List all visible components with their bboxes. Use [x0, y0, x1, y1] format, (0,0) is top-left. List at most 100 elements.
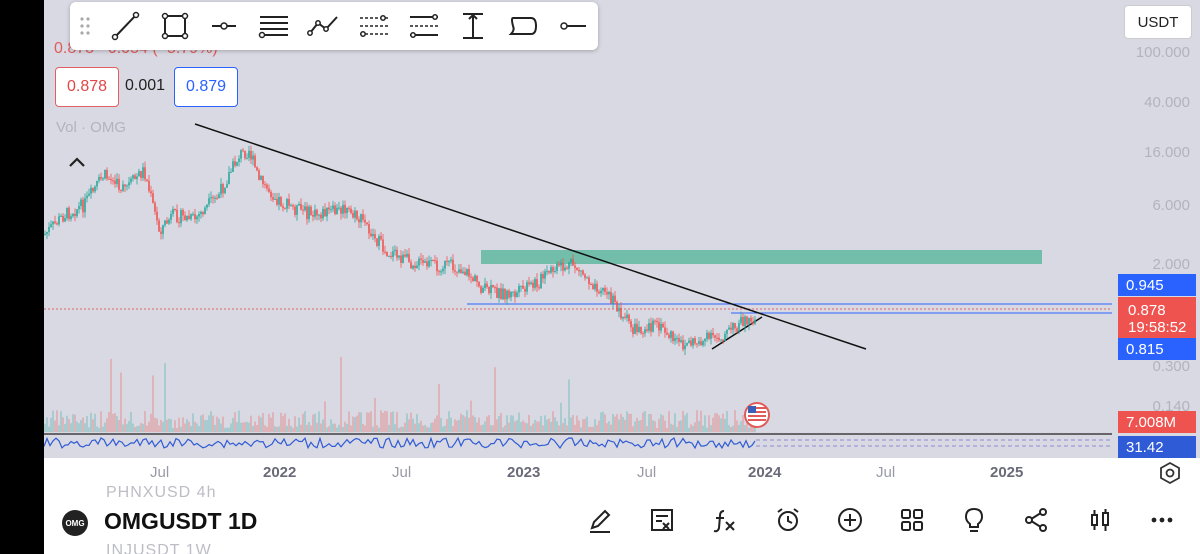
candle-body — [670, 331, 672, 338]
ghost-symbol-next[interactable]: INJUSDT 1W — [106, 542, 212, 554]
price-range-icon[interactable] — [449, 2, 499, 50]
volume-bar — [634, 421, 636, 432]
trend-line-icon[interactable] — [100, 2, 150, 50]
volume-bar — [154, 417, 156, 432]
volume-bar — [328, 426, 330, 432]
volume-bar — [694, 422, 696, 432]
pencil-icon[interactable] — [584, 504, 616, 536]
candle-body — [396, 249, 398, 258]
chart-settings-icon[interactable] — [1158, 461, 1182, 485]
volume-bar — [406, 413, 408, 432]
candle-body — [392, 251, 394, 258]
currency-select[interactable]: USDT — [1124, 5, 1192, 39]
volume-bar — [418, 423, 420, 432]
parallel-channel-icon[interactable] — [399, 2, 449, 50]
drawing-toolbar — [70, 2, 598, 50]
pitchfork-icon[interactable] — [349, 2, 399, 50]
volume-bar — [510, 415, 512, 432]
candles-icon[interactable] — [1084, 504, 1116, 536]
candle-body — [264, 184, 266, 186]
volume-bar — [414, 423, 416, 432]
candle-body — [372, 234, 374, 237]
candle-body — [362, 214, 364, 220]
volume-bar — [392, 411, 394, 432]
lightbulb-icon[interactable] — [958, 504, 990, 536]
ask-price-box[interactable]: 0.879 — [174, 67, 238, 107]
resistance-zone[interactable] — [481, 250, 1042, 264]
add-circle-icon[interactable] — [834, 504, 866, 536]
callout-icon[interactable] — [498, 2, 548, 50]
alarm-clock-icon[interactable] — [772, 504, 804, 536]
candle-body — [564, 267, 566, 271]
volume-bar — [370, 411, 372, 432]
volume-bar — [696, 410, 698, 432]
price-scale[interactable]: 100.000 40.000 16.000 6.000 2.000 0.300 … — [1112, 0, 1200, 460]
volume-bar — [254, 421, 256, 432]
volume-bar — [210, 411, 212, 432]
fib-retracement-icon[interactable] — [249, 2, 299, 50]
volume-bar — [528, 414, 530, 432]
candle-body — [314, 209, 316, 217]
volume-bar — [474, 417, 476, 432]
candle-body — [662, 323, 664, 328]
candle-body — [704, 339, 706, 342]
candle-body — [708, 332, 710, 339]
candle-body — [252, 155, 254, 160]
horizontal-ray-icon[interactable] — [200, 2, 250, 50]
chevron-up-icon[interactable] — [66, 152, 88, 174]
drag-handle-icon[interactable] — [70, 2, 100, 50]
volume-bar — [276, 426, 278, 432]
candle-body — [288, 199, 290, 206]
candle-body — [274, 198, 276, 200]
time-label: Jul — [392, 464, 412, 481]
candle-body — [174, 209, 176, 211]
volume-bar — [638, 420, 640, 432]
rectangle-icon[interactable] — [150, 2, 200, 50]
volume-bar — [422, 425, 424, 432]
chart-area[interactable]: 0.878 −0.054 (−5.79%) 0.878 0.001 0.879 … — [44, 0, 1200, 488]
time-axis[interactable]: Jul 2022 Jul 2023 Jul 2024 Jul 2025 — [44, 458, 1200, 488]
downtrend-line[interactable] — [194, 123, 867, 350]
volume-bar — [646, 426, 648, 432]
volume-bar — [500, 412, 502, 432]
candle-body — [506, 290, 508, 300]
volume-bar — [724, 418, 726, 432]
volume-bar — [612, 414, 614, 432]
candle-body — [232, 161, 234, 172]
volume-bar — [200, 415, 202, 432]
notes-icon[interactable] — [646, 504, 678, 536]
volume-bar — [356, 415, 358, 432]
candle-body — [752, 321, 754, 324]
volume-bar — [448, 411, 450, 432]
share-icon[interactable] — [1020, 504, 1052, 536]
bid-price-box[interactable]: 0.878 — [55, 67, 119, 107]
volume-bar — [600, 412, 602, 432]
candle-body — [730, 327, 732, 330]
volume-bar — [580, 427, 582, 432]
indicator-line — [44, 436, 756, 450]
horizontal-line-icon[interactable] — [548, 2, 598, 50]
candle-body — [354, 210, 356, 218]
candle-body — [142, 167, 144, 178]
volume-bar — [458, 419, 460, 432]
volume-bar — [446, 419, 448, 432]
volume-bar — [344, 421, 346, 432]
more-icon[interactable] — [1146, 504, 1178, 536]
price-chart[interactable] — [44, 0, 1200, 460]
candle-body — [614, 295, 616, 302]
layouts-grid-icon[interactable] — [896, 504, 928, 536]
candle-body — [452, 259, 454, 271]
candle-body — [600, 290, 602, 294]
candle-body — [50, 224, 52, 227]
indicators-icon[interactable] — [708, 504, 740, 536]
candle-body — [162, 225, 164, 234]
path-icon[interactable] — [299, 2, 349, 50]
candle-body — [584, 274, 586, 278]
us-flag-icon[interactable] — [744, 402, 770, 428]
ghost-symbol-prev[interactable]: PHNXUSD 4h — [106, 484, 217, 501]
candle-body — [210, 197, 212, 199]
volume-bar — [176, 427, 178, 432]
volume-bar — [576, 415, 578, 432]
candle-body — [554, 270, 556, 272]
symbol-title[interactable]: OMGUSDT 1D — [104, 508, 258, 534]
